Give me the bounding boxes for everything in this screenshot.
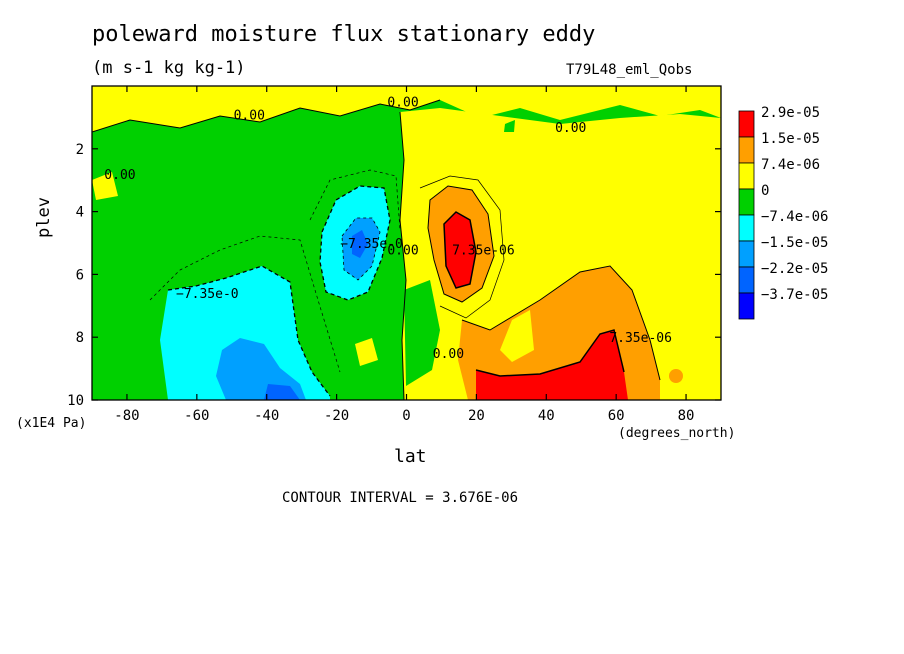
legend-swatch xyxy=(738,136,755,164)
legend-label: 7.4e-06 xyxy=(761,157,820,173)
x-tick-label: -60 xyxy=(184,408,209,424)
x-axis-unit: (degrees_north) xyxy=(618,426,736,441)
y-axis-ticks: 2 4 6 8 10 xyxy=(67,142,721,409)
legend-label: 2.9e-05 xyxy=(761,105,820,121)
y-tick-label: 10 xyxy=(67,393,84,409)
y-tick-label: 8 xyxy=(76,330,84,346)
legend-swatch xyxy=(738,292,755,320)
legend-swatch xyxy=(738,240,755,268)
contour-label: 0.00 xyxy=(555,121,586,136)
legend-label: −7.4e-06 xyxy=(761,209,828,225)
x-axis-label: lat xyxy=(394,446,427,467)
legend-swatch xyxy=(738,266,755,294)
legend-swatch xyxy=(738,214,755,242)
contour-labels: 0.000.000.000.00−7.35e-0−7.35e-00.00 7.35… xyxy=(104,96,672,362)
x-tick-label: 0 xyxy=(402,408,410,424)
contour-interval: CONTOUR INTERVAL = 3.676E-06 xyxy=(282,490,519,506)
contour-label: 0.00 xyxy=(387,96,418,111)
legend-swatch xyxy=(738,188,755,216)
contour-label: 0.00 xyxy=(234,108,265,123)
legend-swatch xyxy=(738,110,755,138)
x-tick-label: 40 xyxy=(538,408,555,424)
legend-label: 0 xyxy=(761,183,769,199)
x-tick-label: 20 xyxy=(468,408,485,424)
contour-label: −7.35e-0 xyxy=(340,237,403,252)
contour-label: −7.35e-0 xyxy=(176,287,239,302)
run-label: T79L48_eml_Qobs xyxy=(566,62,693,78)
y-tick-label: 4 xyxy=(76,205,84,221)
x-tick-label: 60 xyxy=(608,408,625,424)
legend-label: −1.5e-05 xyxy=(761,235,828,251)
x-tick-label: -80 xyxy=(114,408,139,424)
legend-label: 1.5e-05 xyxy=(761,131,820,147)
y-tick-label: 2 xyxy=(76,142,84,158)
contour-label: 0.00 xyxy=(387,243,418,258)
x-axis-ticks: -80 -60 -40 -20 0 20 40 60 80 xyxy=(114,86,694,424)
chart-title: poleward moisture flux stationary eddy xyxy=(92,22,596,47)
x-tick-label: -40 xyxy=(254,408,279,424)
contour-label: 7.35e-06 xyxy=(452,243,515,258)
x-tick-label: 80 xyxy=(678,408,695,424)
x-tick-label: -20 xyxy=(324,408,349,424)
legend-swatch xyxy=(738,162,755,190)
color-legend: 2.9e-05 1.5e-05 7.4e-06 0 −7.4e-06 −1.5e-05 −2… xyxy=(738,105,828,320)
contour-label: 0.00 xyxy=(433,347,464,362)
legend-label: −2.2e-05 xyxy=(761,261,828,277)
contour-label: 0.00 xyxy=(104,168,135,183)
y-axis-unit: (x1E4 Pa) xyxy=(16,416,87,431)
chart-units: (m s-1 kg kg-1) xyxy=(92,58,246,78)
contour-label: 7.35e-06 xyxy=(609,331,672,346)
legend-label: −3.7e-05 xyxy=(761,287,828,303)
contour-lines xyxy=(92,99,661,400)
y-tick-label: 6 xyxy=(76,267,84,283)
